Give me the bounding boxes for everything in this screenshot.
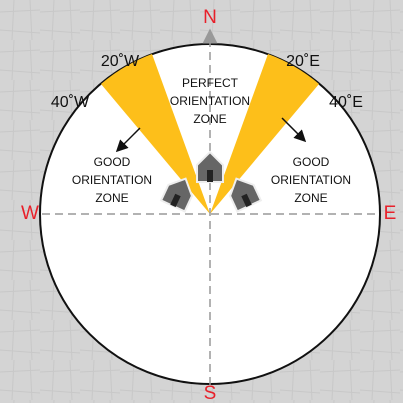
zone-label: ORIENTATION (170, 94, 250, 108)
zone-label: GOOD (293, 155, 330, 169)
zone-label: PERFECT (182, 76, 239, 90)
zone-label: ZONE (193, 112, 226, 126)
bearing-label: 40˚E (329, 94, 363, 111)
north-label: N (203, 7, 217, 28)
bearing-label: 20˚E (286, 53, 320, 70)
zone-label: GOOD (94, 155, 131, 169)
west-label: W (21, 203, 39, 224)
orientation-diagram: N S W E 20˚W 40˚W 20˚E 40˚E PERFECT ORIE… (0, 0, 403, 403)
zone-label: ZONE (95, 191, 128, 205)
bearing-label: 20˚W (101, 53, 140, 70)
east-label: E (384, 203, 397, 224)
south-label: S (204, 383, 217, 403)
zone-label: ZONE (294, 191, 327, 205)
bearing-label: 40˚W (51, 94, 90, 111)
zone-label: ORIENTATION (271, 173, 351, 187)
zone-label: ORIENTATION (72, 173, 152, 187)
